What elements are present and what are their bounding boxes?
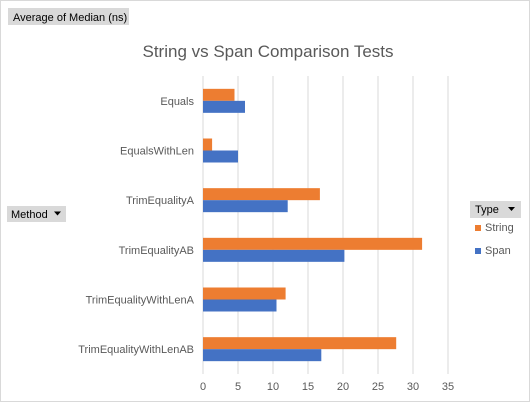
chart-title: String vs Span Comparison Tests: [142, 42, 393, 61]
x-tick-label: 25: [372, 381, 384, 393]
category-label: TrimEqualityAB: [119, 245, 194, 257]
bar-string-trimequalitywithlenab[interactable]: [203, 337, 397, 350]
x-tick-label: 5: [235, 381, 241, 393]
category-label: TrimEqualityWithLenAB: [78, 344, 194, 356]
x-axis-tick-labels: 0 5 10 15 20 25 30 35: [200, 381, 454, 393]
row-field-button[interactable]: Method: [7, 206, 66, 222]
x-tick-label: 15: [302, 381, 314, 393]
x-tick-label: 20: [337, 381, 349, 393]
bar-string-equals[interactable]: [203, 88, 235, 101]
legend-field-dropdown-icon[interactable]: [508, 207, 515, 211]
row-field-button-label: Method: [11, 209, 48, 221]
row-field-dropdown-icon[interactable]: [54, 211, 61, 216]
category-label: TrimEqualityWithLenA: [86, 295, 195, 307]
filter-field-button-bg: [8, 8, 129, 25]
x-tick-label: 30: [407, 381, 419, 393]
bar-span-trimequalitya[interactable]: [203, 200, 288, 213]
x-tick-label: 0: [200, 381, 206, 393]
legend-field-button[interactable]: Type: [470, 201, 521, 218]
bar-span-trimequalitywithlenab[interactable]: [203, 349, 322, 362]
x-tick-label: 35: [442, 381, 454, 393]
filter-field-button-label: Average of Median (ns): [13, 12, 127, 24]
legend-field-button-bg: [470, 201, 521, 218]
bar-span-trimequalityab[interactable]: [203, 249, 345, 262]
x-tick-label: 10: [267, 381, 279, 393]
category-label: EqualsWithLen: [120, 146, 194, 158]
legend-label-span: Span: [485, 245, 511, 257]
legend-swatch-span: [475, 248, 481, 254]
bar-span-equalswithlen[interactable]: [203, 150, 238, 163]
bar-span-trimequalitywithlena[interactable]: [203, 299, 277, 312]
row-field-button-bg: [7, 206, 66, 222]
bar-string-equalswithlen[interactable]: [203, 138, 213, 151]
legend-label-string: String: [485, 222, 514, 234]
bar-span-equals[interactable]: [203, 100, 245, 113]
gridlines: [202, 76, 449, 374]
filter-field-button[interactable]: Average of Median (ns): [8, 8, 129, 25]
category-labels: Equals EqualsWithLen TrimEqualityA TrimEqua…: [78, 96, 194, 356]
legend-swatch-string: [475, 225, 481, 231]
bar-string-trimequalitywithlena[interactable]: [203, 287, 286, 300]
category-label: TrimEqualityA: [126, 195, 195, 207]
bar-string-trimequalitya[interactable]: [203, 188, 320, 201]
bars: [203, 88, 423, 362]
bar-string-trimequalityab[interactable]: [203, 237, 423, 250]
category-label: Equals: [160, 96, 194, 108]
legend: String Span: [475, 222, 514, 257]
legend-field-button-label: Type: [475, 204, 499, 216]
